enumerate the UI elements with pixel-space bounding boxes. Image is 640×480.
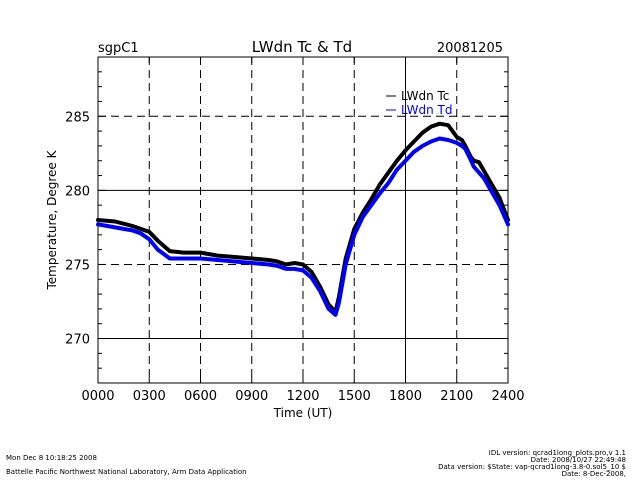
legend-label-tc: LWdn Tc: [401, 89, 449, 103]
y-tick-label: 275: [65, 258, 90, 273]
chart-title: LWdn Tc & Td: [252, 38, 352, 56]
footer-data-version: Data version: $State: vap-qcrad1long-3.8…: [438, 463, 626, 471]
x-tick-label: 0600: [184, 389, 217, 404]
x-tick-label: 0000: [81, 389, 114, 404]
y-axis-label: Temperature, Degree K: [45, 149, 59, 290]
y-tick-label: 285: [65, 110, 90, 125]
x-tick-label: 0300: [133, 389, 166, 404]
legend-label-td: LWdn Td: [401, 103, 452, 117]
x-tick-label: 1800: [389, 389, 422, 404]
date-label: 20081205: [437, 41, 503, 56]
x-tick-label: 2400: [491, 389, 524, 404]
x-tick-label: 2100: [440, 389, 473, 404]
x-tick-label: 1500: [338, 389, 371, 404]
site-label: sgpC1: [98, 41, 139, 56]
grid: [98, 57, 508, 383]
legend: LWdn Tc LWdn Td: [386, 89, 452, 117]
x-axis-label: Time (UT): [273, 406, 333, 420]
y-tick-label: 270: [65, 333, 90, 348]
y-tick-label: 280: [65, 184, 90, 199]
series-lines: [96, 121, 510, 317]
footer-institution: Battelle Pacific Northwest National Labo…: [6, 468, 247, 476]
x-tick-label: 0900: [235, 389, 268, 404]
footer-idl-date: Date: 2008/10/27 22:49:48: [531, 456, 626, 464]
series-line-td: [96, 136, 510, 317]
footer-data-date: Date: 8-Dec-2008,: [562, 470, 626, 478]
axis-ticks: 0000 0300 0600 0900 1200 1500 1800 2100 2400 270 2…: [65, 56, 525, 404]
footer-idl-version: IDL version: qcrad1long_plots.pro,v 1.1: [489, 449, 626, 457]
x-tick-label: 1200: [286, 389, 319, 404]
footer-timestamp: Mon Dec 8 10:18:25 2008: [6, 454, 97, 462]
